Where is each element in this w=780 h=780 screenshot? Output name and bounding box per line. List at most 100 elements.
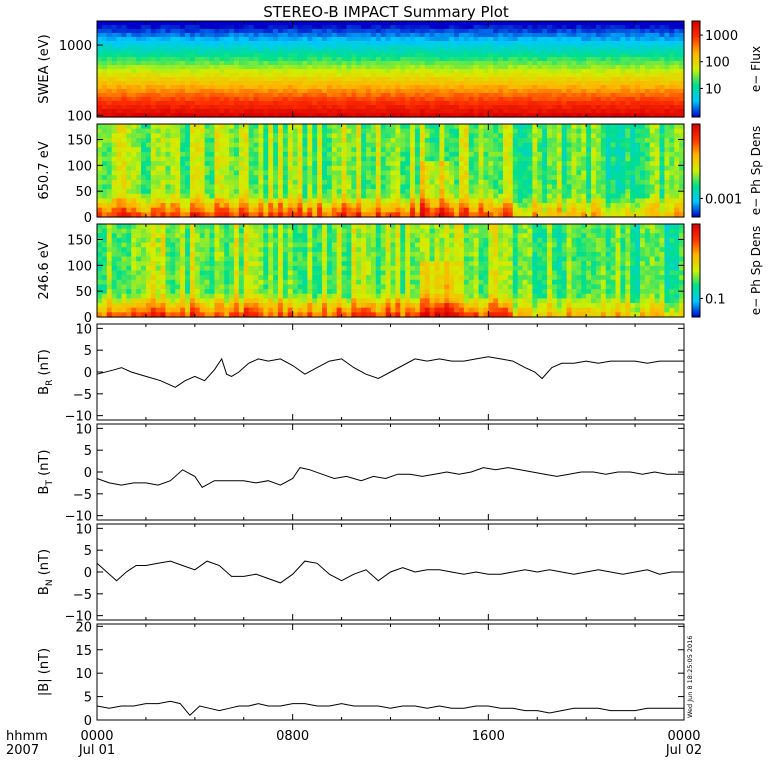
heatmap-cell xyxy=(126,147,132,153)
heatmap-cell xyxy=(106,184,113,190)
heatmap-cell xyxy=(106,137,113,144)
heatmap-cell xyxy=(307,69,313,74)
heatmap-cell xyxy=(664,170,670,176)
heatmap-cell xyxy=(326,69,333,74)
heatmap-cell xyxy=(532,198,538,204)
heatmap-cell xyxy=(317,29,323,34)
heatmap-cell xyxy=(322,25,328,30)
heatmap-cell xyxy=(620,97,626,102)
heatmap-cell xyxy=(610,61,617,66)
heatmap-cell xyxy=(136,37,142,42)
heatmap-cell xyxy=(385,41,392,46)
heatmap-cell xyxy=(551,142,558,148)
heatmap-cell xyxy=(243,33,250,38)
heatmap-cell xyxy=(483,57,489,62)
heatmap-cell xyxy=(233,133,240,139)
heatmap-cell xyxy=(527,133,533,139)
heatmap-cell xyxy=(517,151,524,158)
heatmap-cell xyxy=(635,49,641,54)
heatmap-cell xyxy=(468,41,475,46)
heatmap-cell xyxy=(669,45,675,50)
heatmap-cell xyxy=(630,45,636,50)
heatmap-cell xyxy=(644,133,651,139)
heatmap-cell xyxy=(317,203,323,209)
heatmap-cell xyxy=(341,198,348,204)
heatmap-cell xyxy=(478,170,485,176)
heatmap-cell xyxy=(101,53,108,58)
heatmap-cell xyxy=(277,101,284,106)
heatmap-cell xyxy=(322,65,328,70)
heatmap-cell xyxy=(136,147,142,153)
heatmap-cell xyxy=(331,53,338,58)
heatmap-cell xyxy=(517,170,524,176)
heatmap-cell xyxy=(302,97,308,102)
heatmap-cell xyxy=(414,137,421,144)
heatmap-cell xyxy=(219,109,225,114)
heatmap-cell xyxy=(97,137,103,144)
heatmap-cell xyxy=(439,128,445,134)
heatmap-cell xyxy=(121,128,127,134)
heatmap-cell xyxy=(556,156,563,162)
heatmap-cell xyxy=(238,77,245,82)
heatmap-cell xyxy=(292,198,299,204)
heatmap-cell xyxy=(576,105,582,110)
heatmap-cell xyxy=(287,93,294,98)
heatmap-cell xyxy=(586,142,592,148)
heatmap-cell xyxy=(635,128,641,134)
heatmap-cell xyxy=(185,128,191,134)
heatmap-cell xyxy=(126,69,132,74)
heatmap-cell xyxy=(595,170,602,176)
heatmap-cell xyxy=(243,77,250,82)
heatmap-cell xyxy=(165,25,171,30)
heatmap-cell xyxy=(639,29,646,34)
heatmap-cell xyxy=(571,161,577,167)
heatmap-cell xyxy=(331,45,338,50)
heatmap-cell xyxy=(488,189,494,195)
heatmap-cell xyxy=(449,189,455,195)
heatmap-cell xyxy=(405,89,411,94)
heatmap-cell xyxy=(224,105,230,110)
heatmap-cell xyxy=(150,81,157,86)
heatmap-cell xyxy=(302,85,308,90)
heatmap-cell xyxy=(571,133,577,139)
heatmap-cell xyxy=(209,156,215,162)
heatmap-cell xyxy=(630,61,636,66)
heatmap-cell xyxy=(185,161,191,167)
heatmap-cell xyxy=(679,170,685,176)
heatmap-cell xyxy=(434,161,441,167)
heatmap-cell xyxy=(356,137,362,144)
heatmap-cell xyxy=(644,61,651,66)
heatmap-cell xyxy=(586,147,592,153)
heatmap-cell xyxy=(277,33,284,38)
heatmap-cell xyxy=(473,85,480,90)
heatmap-cell xyxy=(454,97,460,102)
heatmap-cell xyxy=(400,175,406,181)
heatmap-cell xyxy=(449,113,455,118)
heatmap-cell xyxy=(610,109,617,114)
heatmap-cell xyxy=(136,89,142,94)
heatmap-cell xyxy=(277,69,284,74)
heatmap-cell xyxy=(238,81,245,86)
heatmap-cell xyxy=(664,113,670,118)
heatmap-cell xyxy=(238,65,245,70)
heatmap-cell xyxy=(292,33,299,38)
heatmap-cell xyxy=(674,65,680,70)
heatmap-cell xyxy=(326,161,333,167)
heatmap-cell xyxy=(199,45,206,50)
heatmap-cell xyxy=(439,147,445,153)
heatmap-cell xyxy=(400,101,406,106)
heatmap-cell xyxy=(400,61,406,66)
heatmap-cell xyxy=(581,109,587,114)
heatmap-cell xyxy=(478,37,485,42)
heatmap-cell xyxy=(547,133,553,139)
heatmap-cell xyxy=(625,156,631,162)
heatmap-cell xyxy=(483,89,489,94)
heatmap-cell xyxy=(537,37,543,42)
heatmap-cell xyxy=(498,73,504,78)
heatmap-cell xyxy=(542,33,548,38)
heatmap-cell xyxy=(238,93,245,98)
heatmap-cell xyxy=(238,101,245,106)
heatmap-cell xyxy=(346,85,352,90)
heatmap-cell xyxy=(419,147,426,153)
heatmap-cell xyxy=(547,69,553,74)
